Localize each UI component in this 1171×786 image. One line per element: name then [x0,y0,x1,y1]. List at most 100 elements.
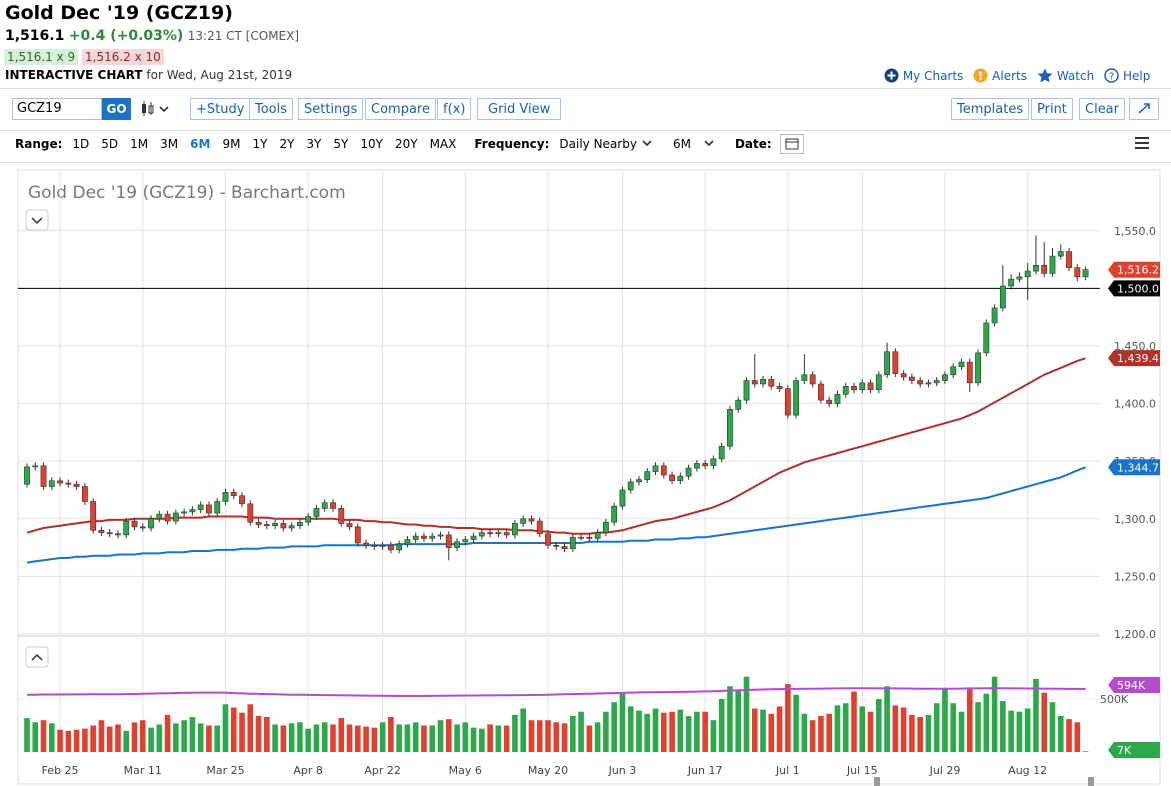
study-button[interactable]: +Study [190,98,251,120]
link-text[interactable]: Alerts [992,69,1027,83]
candle-body [842,385,849,395]
range-option[interactable]: MAX [429,137,457,151]
volume-bar [776,706,783,752]
volume-bar [578,711,584,752]
range-option[interactable]: 1M [130,137,149,151]
link-text[interactable]: Watch [1056,69,1095,83]
volume-bar [619,693,626,752]
clear-button[interactable]: Clear [1079,98,1125,120]
candle-body [280,523,287,529]
chart-heading: INTERACTIVE CHART for Wed, Aug 21st, 201… [5,68,292,82]
dropdown-icon[interactable] [637,138,655,150]
range-option[interactable]: 2Y [279,137,295,151]
volume-bar [694,711,700,752]
volume-bar [503,725,510,752]
candle-body [627,481,634,491]
alerts-link[interactable]: Alerts [973,68,1027,83]
candle-body [478,532,485,537]
expand-button[interactable] [1129,98,1159,120]
dropdown-icon[interactable] [691,138,721,150]
symbol-input[interactable]: GCZ19 [12,98,102,120]
volume-bar [586,725,593,752]
candle-body [834,394,841,404]
divider [0,88,1171,89]
candle-body [983,322,990,354]
ma-last-box [1108,459,1160,476]
range-option[interactable]: 20Y [394,137,418,151]
collapse-button[interactable] [25,209,49,231]
candle-body [148,518,154,529]
volume-last-box [1108,742,1160,758]
ma-last: 1,344.7 [1108,459,1160,476]
watch-link[interactable]: Watch [1037,68,1094,83]
chart-type-button[interactable] [140,100,172,118]
candle-body [24,466,30,485]
menu-button[interactable] [1134,136,1150,150]
scroll-handle[interactable] [874,777,880,786]
volume-bar [82,728,88,752]
go-button[interactable]: GO [102,98,131,120]
volume-bar [660,712,667,752]
range-option[interactable]: 5D [101,137,119,151]
range-option[interactable]: 6M [190,137,211,151]
range-option[interactable]: 5Y [333,137,349,151]
print-button[interactable]: Print [1031,98,1073,120]
collapse-button[interactable] [25,646,49,668]
range-option[interactable]: 1Y [252,137,268,151]
candle-body [412,535,419,540]
link-text[interactable]: My Charts [902,69,964,83]
range-bar: Range: 1D 5D 1M 3M 6M 9M 1Y 2Y 3Y 5Y 10Y 20Y MAX Fre… [15,134,804,154]
my-charts-link[interactable]: My Charts [884,68,963,83]
candle-body [1074,267,1081,278]
volume-bar [479,728,485,752]
volume-average-last: 594K [1108,677,1160,694]
candle-body [900,373,907,378]
volume-bar [487,724,493,752]
calendar-button[interactable] [779,134,804,154]
compare-button[interactable]: Compare [365,98,436,120]
volume-bar [760,709,766,752]
volume-bar [900,707,907,752]
candle-body [387,544,394,551]
volume-bar [24,718,30,752]
volume-bar [545,720,551,752]
range-option[interactable]: 3M [160,137,179,151]
frequency-select[interactable]: Daily Nearby [559,137,637,151]
range-option[interactable]: 3Y [306,137,322,151]
reference: 1,500.0 [1108,280,1160,297]
help-link[interactable]: ? Help [1104,68,1150,83]
date-label: Date: [734,137,772,151]
period-select[interactable]: 6M [672,137,691,151]
settings-button[interactable]: Settings [298,98,364,120]
range-option[interactable]: 9M [222,137,241,151]
volume-bar [942,689,948,752]
volume-bar [917,717,923,752]
volume-bar [991,676,998,752]
candle-body [743,380,750,401]
x-tick-label: Jul 29 [929,764,961,777]
grid-view-button[interactable]: Grid View [477,98,562,120]
scroll-handle[interactable] [1088,777,1094,786]
fx-button[interactable]: f(x) [437,98,472,120]
range-option[interactable]: 1D [72,137,90,151]
volume-bar [785,684,791,752]
candle-body [545,533,551,546]
candle-body [222,491,229,502]
range-option[interactable]: 10Y [360,137,383,151]
candle-body [239,495,245,505]
candle-body [1024,270,1031,278]
volume-bar [1033,678,1039,752]
volume-bar [454,724,460,752]
volume-bar [958,711,965,752]
tools-button[interactable]: Tools [249,98,294,120]
link-text[interactable]: Help [1123,69,1151,83]
templates-button[interactable]: Templates [951,98,1030,120]
volume-bar [553,722,560,752]
candle-body [437,534,444,537]
candle-body [305,516,312,523]
candle-body [172,512,179,522]
divider [0,162,1171,163]
candle-body [379,544,386,547]
range-label: Range: [15,137,63,151]
volume-bar [330,724,336,752]
